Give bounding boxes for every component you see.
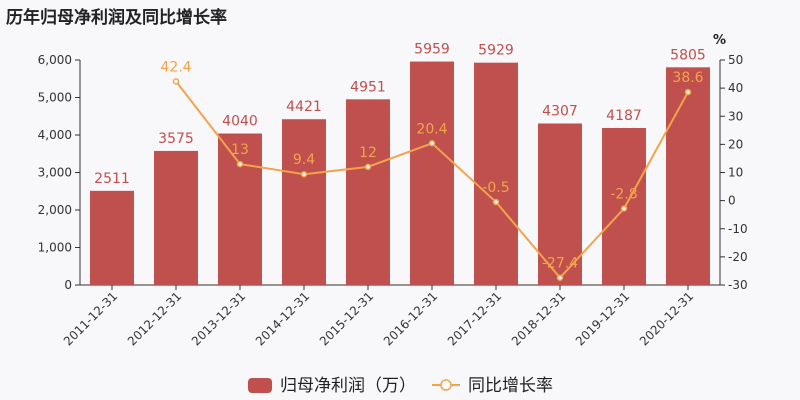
y-right-tick-label: 40 (728, 81, 743, 95)
bar (538, 123, 582, 285)
growth-point (428, 140, 436, 147)
growth-value-label: -2.8 (610, 187, 637, 203)
bar-value-label: 4187 (606, 108, 642, 124)
y-right-tick-label: -30 (728, 278, 748, 292)
y-right-tick-label: 50 (728, 53, 743, 67)
bar (346, 99, 390, 286)
bar (90, 190, 134, 285)
legend-bar-label: 归母净利润（万） (280, 376, 416, 396)
y-right-tick-label: 20 (728, 137, 743, 151)
growth-point (300, 170, 308, 178)
chart-title: 历年归母净利润及同比增长率 (6, 3, 227, 28)
growth-point (556, 274, 564, 281)
bar-value-label: 5929 (478, 43, 514, 59)
x-tick-label: 2019-12-31 (573, 289, 632, 348)
bar-value-label: 3575 (158, 131, 194, 147)
y-left-tick-label: 3,000 (38, 166, 72, 180)
y-right-tick-label: -20 (728, 250, 748, 264)
y-right-tick-label: 30 (728, 109, 743, 123)
growth-value-label: -0.5 (482, 180, 509, 196)
growth-point (236, 160, 244, 168)
growth-value-label: 20.4 (416, 121, 447, 137)
growth-value-label: 38.6 (672, 70, 703, 86)
bar-value-label: 4421 (286, 99, 322, 115)
legend-bar-swatch (248, 378, 272, 393)
bar (410, 61, 454, 285)
y-left-tick-label: 5,000 (38, 91, 72, 105)
growth-point (364, 163, 372, 171)
growth-point (172, 78, 180, 85)
chart-title-text: 历年归母净利润及同比增长率 (6, 8, 227, 28)
bar-value-label: 5959 (414, 42, 450, 58)
x-tick-label: 2011-12-31 (61, 289, 120, 348)
x-tick-label: 2012-12-31 (125, 289, 184, 348)
y-right-unit: % (713, 33, 726, 48)
y-left-tick-label: 0 (64, 278, 72, 292)
y-left-tick-label: 4,000 (38, 128, 72, 142)
y-right-tick-label: 0 (728, 194, 736, 208)
growth-point (684, 88, 692, 96)
bar-value-label: 4951 (350, 79, 386, 95)
growth-point (620, 205, 628, 212)
y-left-tick-label: 2,000 (38, 203, 72, 217)
y-left-tick-label: 6,000 (38, 53, 72, 67)
x-tick-label: 2018-12-31 (509, 289, 568, 348)
bar (282, 119, 326, 286)
bar (218, 133, 262, 285)
x-tick-label: 2016-12-31 (381, 289, 440, 348)
bar-value-label: 5805 (670, 47, 706, 63)
legend-line-marker (440, 379, 452, 391)
x-tick-label: 2015-12-31 (317, 289, 376, 348)
bar (474, 62, 518, 285)
bar-value-label: 2511 (94, 171, 130, 187)
bar-value-label: 4040 (222, 114, 258, 130)
bar-value-label: 4307 (542, 103, 578, 119)
growth-value-label: 42.4 (160, 59, 191, 75)
y-left-tick-label: 1,000 (38, 241, 72, 255)
bar (666, 67, 710, 285)
growth-value-label: 13 (231, 142, 249, 158)
bar (154, 150, 198, 285)
growth-value-label: 9.4 (293, 152, 315, 168)
x-tick-label: 2014-12-31 (253, 289, 312, 348)
growth-value-label: 12 (359, 145, 377, 161)
growth-point (492, 198, 500, 206)
y-right-tick-label: 10 (728, 166, 743, 180)
x-tick-label: 2017-12-31 (445, 289, 504, 348)
growth-value-label: -27.4 (542, 256, 578, 272)
legend-line-label: 同比增长率 (468, 376, 553, 396)
x-tick-label: 2013-12-31 (189, 289, 248, 348)
y-right-tick-label: -10 (728, 222, 748, 236)
x-tick-label: 2020-12-31 (637, 289, 696, 348)
